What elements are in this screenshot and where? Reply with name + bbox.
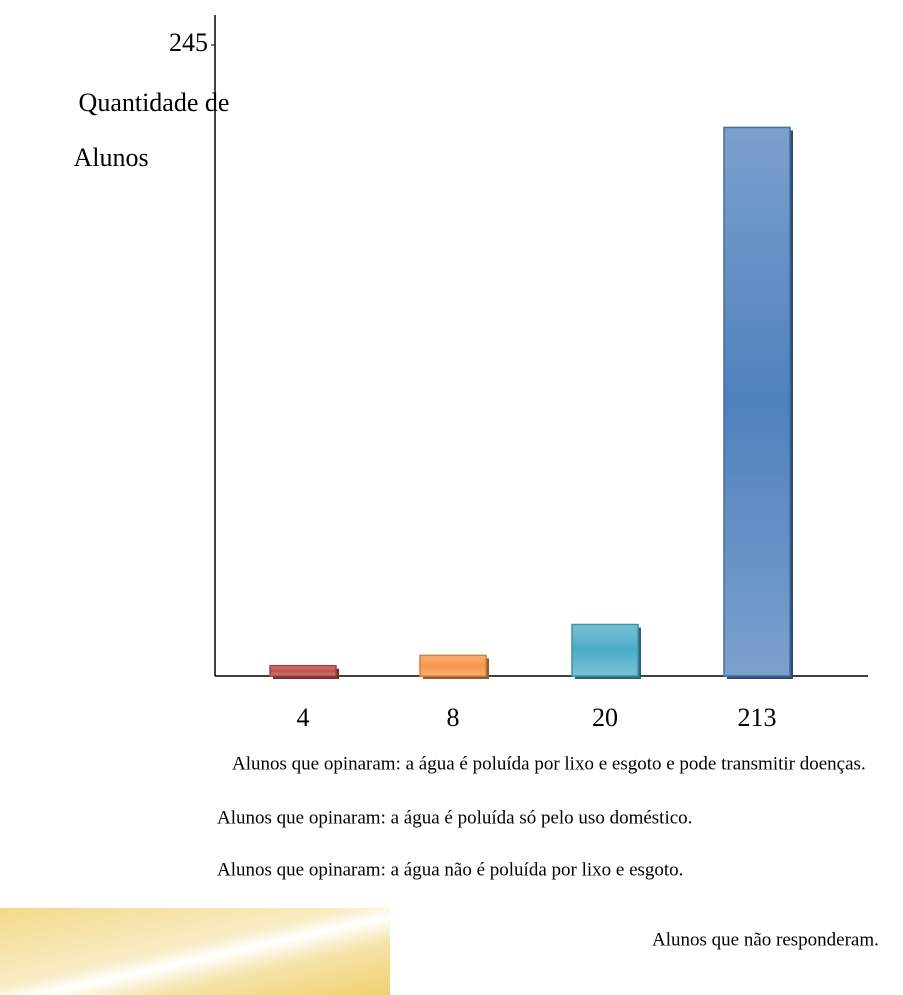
y-axis-label: Quantidade de bbox=[79, 88, 230, 117]
data-label: 4 bbox=[297, 703, 310, 732]
legend-label: Alunos que não responderam. bbox=[652, 929, 879, 950]
legend-label: Alunos que opinaram: a água não é poluíd… bbox=[217, 859, 683, 880]
legend-label: Alunos que opinaram: a água é poluída só… bbox=[217, 807, 692, 828]
bar bbox=[724, 127, 790, 676]
data-label: 8 bbox=[447, 703, 460, 732]
decoration bbox=[0, 908, 390, 995]
bar bbox=[420, 655, 486, 676]
y-tick-label: 245 bbox=[169, 28, 208, 57]
legend-label: Alunos que opinaram: a água é poluída po… bbox=[232, 753, 866, 774]
bar bbox=[572, 624, 638, 676]
data-label: 213 bbox=[738, 703, 777, 732]
y-axis-label: Alunos bbox=[73, 143, 148, 172]
data-label: 20 bbox=[592, 703, 618, 732]
chart: Quantidade de Alunos 245 4 Alunos que opin… bbox=[0, 0, 903, 995]
bar bbox=[270, 666, 336, 676]
